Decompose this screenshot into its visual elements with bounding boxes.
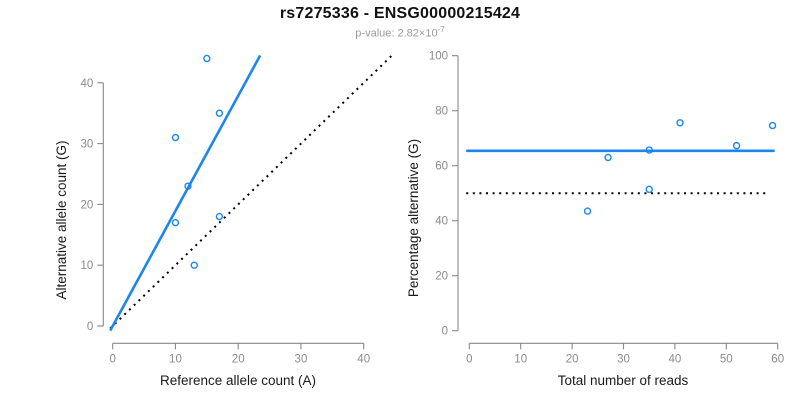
left-y-axis-label: Alternative allele count (G) [54,140,69,299]
data-point [171,218,180,227]
left-scatter-plot: Reference allele count (A) Alternative a… [54,54,393,388]
pvalue-prefix: p-value: 2.82×10 [355,27,438,40]
data-point [190,261,198,269]
data-point [645,185,653,194]
x-tick-label: 10 [514,353,527,365]
y-tick-label: 10 [81,260,94,272]
y-tick-label: 40 [435,216,448,228]
data-point [184,182,192,190]
y-tick-label: 60 [435,161,448,173]
right-scatter-plot: Total number of reads Percentage alterna… [406,51,784,388]
x-tick-label: 20 [232,353,245,365]
y-tick-label: 40 [81,78,94,90]
fitted-allelic-ratio-line [109,54,262,332]
x-tick-label: 60 [771,353,784,365]
y-tick-label: 0 [87,321,93,333]
data-point [583,207,592,215]
x-tick-label: 40 [357,353,370,365]
data-point [676,119,684,127]
data-point [768,121,777,130]
x-tick-label: 10 [169,353,182,365]
x-tick-label: 50 [720,353,733,365]
y-tick-label: 100 [429,51,448,63]
data-point [732,141,741,150]
pvalue-exponent: -7 [437,25,445,34]
left-x-axis-label: Reference allele count (A) [160,373,316,388]
y-tick-label: 30 [81,139,94,151]
data-point [645,146,653,154]
data-point [604,153,612,162]
x-tick-label: 0 [466,353,472,365]
right-x-axis-label: Total number of reads [558,373,689,388]
x-tick-label: 0 [109,353,115,365]
data-point [203,54,211,63]
pvalue-subtitle: p-value: 2.82×10-7 [0,25,800,40]
x-tick-label: 30 [617,353,630,365]
y-tick-label: 0 [442,326,448,338]
y-tick-label: 20 [435,271,448,283]
right-y-axis-label: Percentage alternative (G) [406,139,421,297]
y-tick-label: 20 [81,199,94,211]
x-tick-label: 30 [295,353,308,365]
data-point [215,212,224,221]
y-tick-label: 80 [435,106,448,118]
x-tick-label: 20 [566,353,579,365]
data-point [171,133,180,142]
data-point [215,109,224,117]
identity-line [109,55,393,330]
figure-title: rs7275336 - ENSG00000215424 [279,5,521,22]
x-tick-label: 40 [669,353,682,365]
